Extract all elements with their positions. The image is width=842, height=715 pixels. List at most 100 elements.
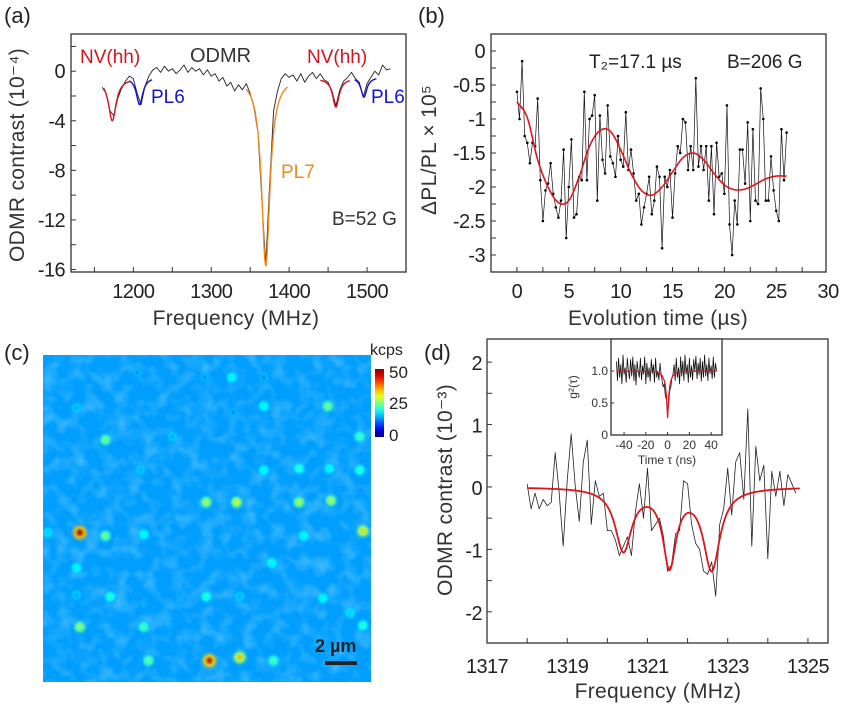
pl-spot	[68, 521, 91, 544]
ramsey-data-point	[624, 110, 628, 114]
ramsey-data-point	[616, 134, 620, 138]
ramsey-data-point	[673, 172, 677, 175]
panel-d-y-axis-label: ODMR contrast (10⁻³)	[434, 384, 457, 596]
ramsey-data-point	[653, 199, 656, 202]
ramsey-data-point	[764, 199, 768, 202]
panel-label-b: (b)	[418, 3, 445, 28]
x-tick-label: 0	[512, 281, 523, 303]
plot-frame	[610, 338, 723, 436]
y-tick-label: 2	[471, 353, 482, 375]
ramsey-data-point	[580, 178, 584, 182]
ramsey-data-point	[572, 216, 576, 219]
x-tick-label: 10	[610, 281, 632, 303]
annotation-pl6-left: PL6	[151, 87, 185, 108]
ramsey-data-point	[678, 151, 682, 155]
ramsey-data-point	[751, 127, 755, 131]
ramsey-data-point	[767, 199, 770, 202]
ramsey-data-point	[772, 189, 775, 192]
ramsey-data-point	[640, 223, 643, 226]
pl-spot	[351, 428, 368, 445]
y-tick-label: 0	[474, 41, 485, 63]
panel-label-a: (a)	[4, 3, 31, 28]
pl-spot	[315, 590, 331, 606]
ramsey-data-point	[671, 216, 674, 219]
ramsey-data-point	[538, 178, 542, 182]
ramsey-data-point	[681, 117, 685, 121]
ramsey-data-point	[554, 206, 558, 209]
ramsey-data-point	[637, 192, 641, 196]
panel-a-odmr-spectrum: ODMR contrast (10⁻⁴) Frequency (MHz) NV(…	[6, 33, 407, 330]
panel-d-inset-g2: g²(τ) Time τ (ns) -40 -20 0 20 40 0 0.5 1.0	[566, 338, 723, 467]
pl-spot	[265, 652, 282, 669]
ramsey-data-point	[541, 219, 545, 223]
annotation-field-b: B=206 G	[727, 52, 803, 73]
scale-bar	[325, 661, 357, 665]
panel-d-x-axis-label: Frequency (MHz)	[575, 680, 742, 703]
x-tick-label: 1323	[707, 656, 750, 678]
pl-spot	[290, 493, 308, 512]
x-tick-label: 1317	[466, 656, 509, 678]
ramsey-data-point	[606, 104, 609, 107]
pl-spot	[353, 521, 371, 541]
ramsey-data-point	[596, 199, 599, 202]
x-tick-label: 30	[818, 281, 840, 303]
panel-label-d: (d)	[424, 340, 451, 365]
ramsey-data-point	[754, 199, 757, 202]
x-tick-label: 0	[664, 438, 671, 452]
ramsey-data-point	[694, 76, 698, 80]
ramsey-data-point	[647, 175, 651, 179]
fit-curve-pl6	[129, 79, 153, 106]
inset-y-axis-label: g²(τ)	[566, 375, 580, 398]
ramsey-data-point	[655, 165, 659, 168]
ramsey-data-point	[611, 161, 615, 165]
inset-background	[611, 339, 722, 435]
ramsey-data-point	[676, 144, 679, 148]
ramsey-data-point	[632, 172, 635, 175]
y-tick-label: 1	[471, 416, 482, 438]
y-tick-label: -8	[48, 160, 65, 182]
ramsey-data-point	[614, 175, 617, 179]
x-tick-label: 40	[704, 438, 718, 452]
pl-spot	[130, 365, 145, 380]
ramsey-data-point	[782, 178, 786, 182]
ramsey-data-line	[516, 60, 787, 256]
ramsey-data-point	[741, 148, 744, 151]
ramsey-data-point	[585, 178, 589, 182]
ramsey-data-point	[756, 202, 760, 206]
scale-bar-label: 2 µm	[315, 636, 356, 656]
x-tick-label: 25	[766, 281, 788, 303]
ramsey-data-point	[691, 168, 695, 172]
pl-spot	[351, 462, 368, 479]
pl-map-spots	[43, 365, 371, 672]
y-tick-label: 1.0	[591, 364, 608, 378]
ramsey-data-point	[601, 158, 604, 162]
ramsey-data-point	[759, 87, 762, 90]
x-tick-label: 1400	[268, 281, 311, 303]
y-tick-label: -1.5	[453, 143, 486, 165]
ramsey-data-point	[720, 172, 724, 175]
x-tick-label: 1500	[346, 281, 389, 303]
ramsey-data-point	[723, 192, 726, 196]
pl-spot	[136, 526, 152, 542]
colorbar-tick-25: 25	[389, 394, 408, 413]
ramsey-data-point	[518, 117, 521, 121]
ramsey-data-point	[583, 90, 586, 94]
colorbar-tick-50: 50	[389, 363, 408, 382]
y-tick-label: -2	[468, 177, 485, 199]
pl-spot	[165, 429, 181, 444]
ramsey-data-point	[564, 236, 568, 240]
ramsey-data-point	[515, 90, 519, 94]
fit-curve-nvhh	[103, 80, 130, 122]
y-tick-label: -4	[48, 111, 65, 133]
ramsey-data-point	[774, 209, 778, 213]
x-tick-label: 20	[714, 281, 736, 303]
pl-spot	[197, 493, 215, 512]
y-tick-label: -2	[465, 603, 482, 625]
y-tick-label: -16	[38, 260, 66, 282]
ramsey-data-point	[686, 168, 690, 172]
ramsey-data-point	[769, 155, 773, 158]
ramsey-data-point	[777, 219, 781, 223]
ramsey-data-point	[785, 131, 788, 134]
ramsey-data-point	[668, 168, 672, 172]
